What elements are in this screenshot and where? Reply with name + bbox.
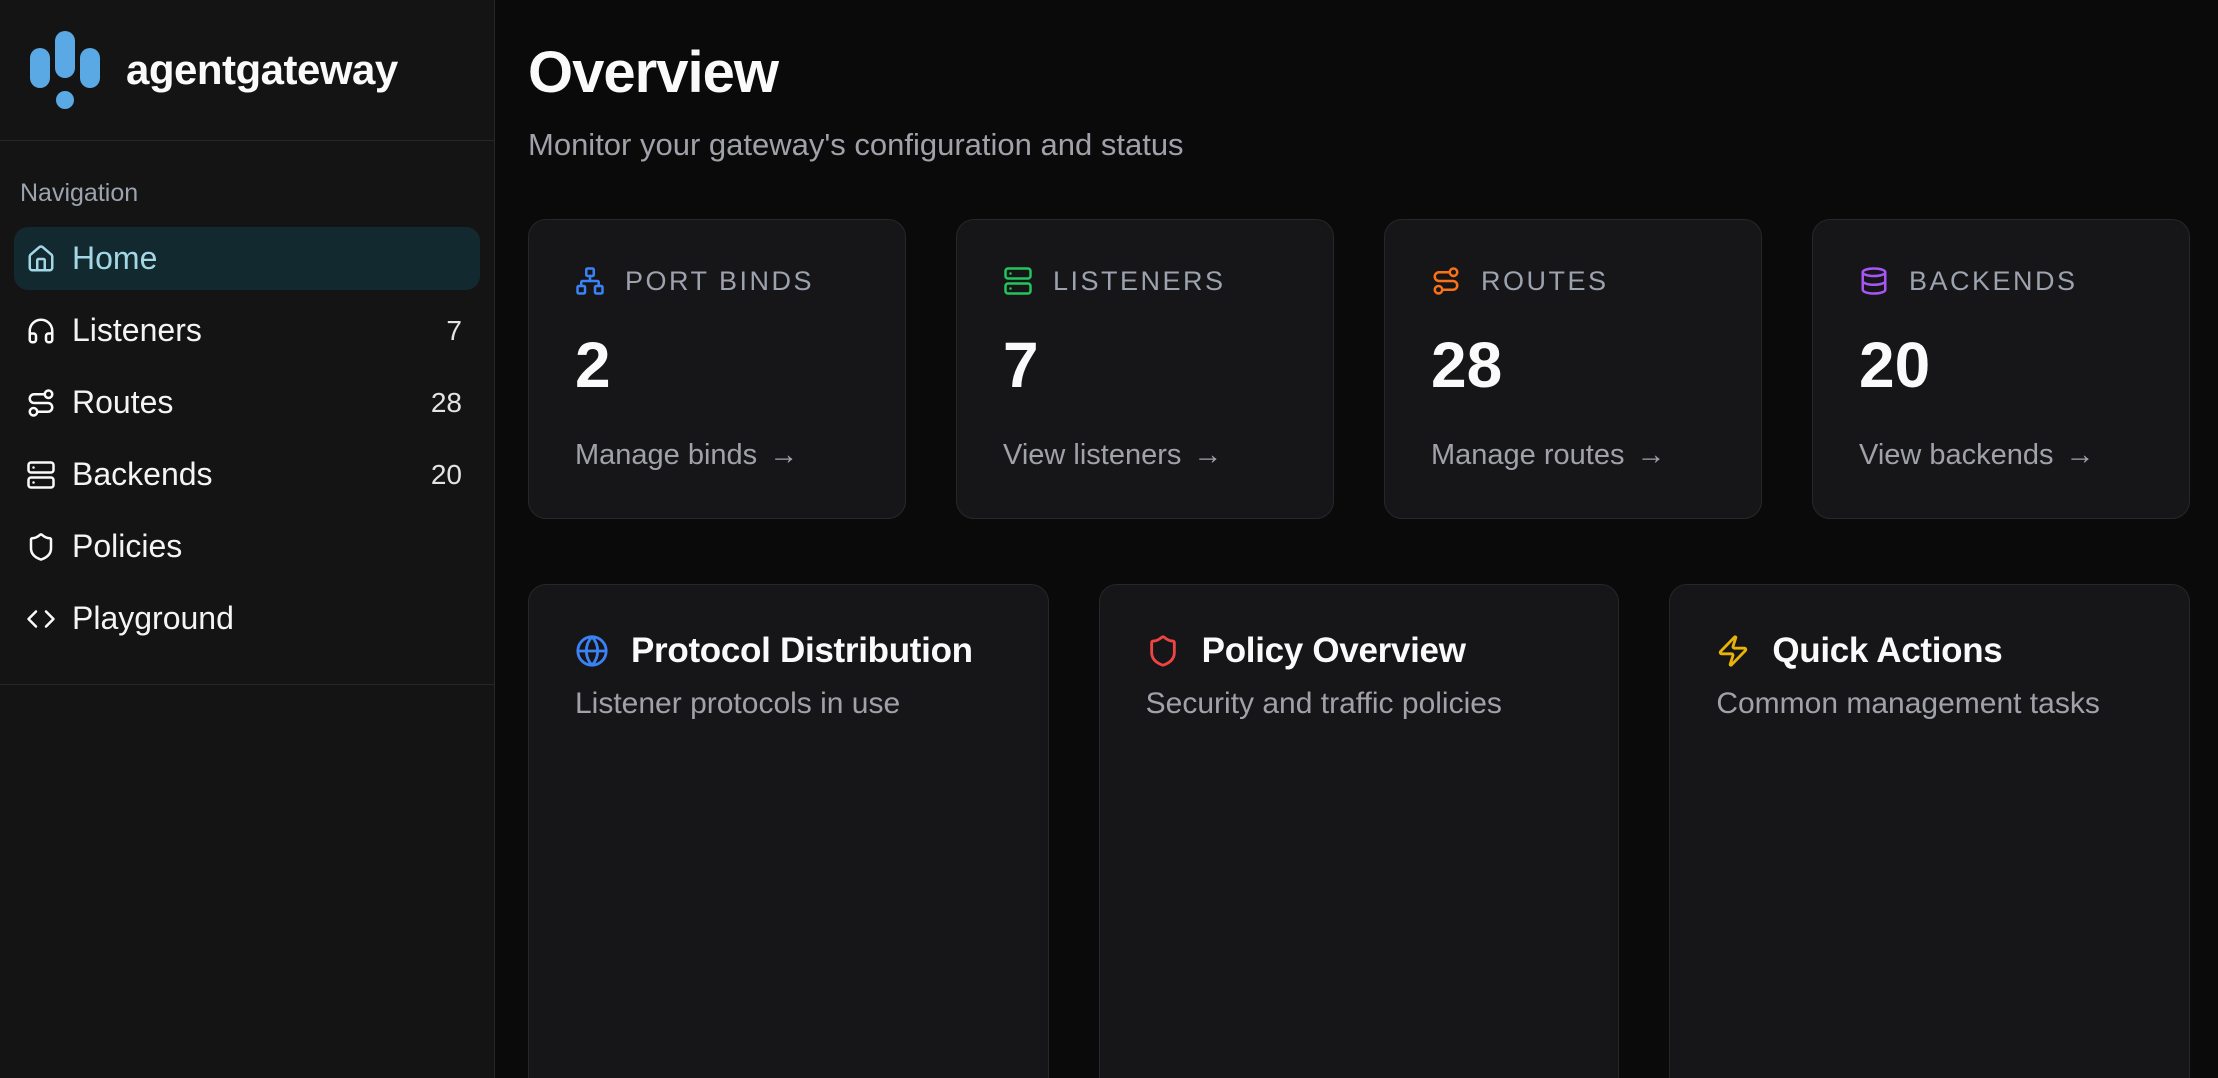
- panel-header: Quick Actions: [1716, 631, 2143, 671]
- stat-card-value: 2: [575, 328, 611, 401]
- nav-items: Home Listeners 7 Routes 28 Backends 20 Policies…: [14, 227, 480, 650]
- panels-grid: Protocol Distribution Listener protocols …: [528, 583, 2190, 1078]
- sidebar-item-label: Backends: [72, 456, 213, 492]
- sidebar-divider: [0, 684, 494, 685]
- panel-header: Protocol Distribution: [575, 631, 1002, 671]
- stat-card-link-view-backends[interactable]: View backends →: [1859, 439, 2143, 472]
- headphones-icon: [26, 316, 56, 346]
- page-title: Overview: [528, 40, 779, 105]
- nav-section-label: Navigation: [20, 179, 139, 207]
- panel-header: Policy Overview: [1146, 631, 1573, 671]
- arrow-right-icon: →: [2065, 438, 2095, 471]
- brand-name: agentgateway: [126, 46, 398, 93]
- sidebar-nav: Navigation Home Listeners 7 Routes 28 Backend…: [0, 141, 494, 684]
- sidebar-item-playground[interactable]: Playground: [14, 587, 480, 650]
- zap-icon: [1716, 634, 1750, 668]
- panel-policy-overview: Policy Overview Security and traffic poli…: [1098, 583, 1620, 1078]
- stat-card-link-label: Manage binds: [575, 438, 758, 471]
- panel-title: Quick Actions: [1772, 630, 2003, 670]
- stat-card-label: BACKENDS: [1909, 265, 2078, 296]
- shield-icon: [1146, 634, 1180, 668]
- route-icon: [1431, 266, 1461, 296]
- stat-card-link-label: View backends: [1859, 438, 2054, 471]
- home-icon: [26, 244, 56, 274]
- stat-card-backends: BACKENDS 20 View backends →: [1812, 218, 2190, 519]
- sidebar-item-label: Playground: [72, 600, 234, 636]
- stat-card-value: 28: [1431, 328, 1503, 401]
- stat-card-header: BACKENDS: [1859, 266, 2143, 297]
- panel-quick-actions: Quick Actions Common management tasks: [1669, 583, 2190, 1078]
- sidebar-item-home[interactable]: Home: [14, 227, 480, 290]
- sidebar-item-backends[interactable]: Backends 20: [14, 443, 480, 506]
- arrow-right-icon: →: [1193, 438, 1223, 471]
- stat-card-header: PORT BINDS: [575, 266, 859, 297]
- stat-card-value: 7: [1003, 328, 1039, 401]
- network-icon: [575, 266, 605, 296]
- shield-icon: [26, 532, 56, 562]
- stat-card-port-binds: PORT BINDS 2 Manage binds →: [528, 218, 906, 519]
- arrow-right-icon: →: [769, 438, 799, 471]
- stat-card-label: PORT BINDS: [625, 265, 815, 296]
- main-content: Overview Monitor your gateway's configur…: [495, 0, 2218, 1078]
- page-subtitle: Monitor your gateway's configuration and…: [528, 126, 1184, 162]
- sidebar-item-label: Routes: [72, 384, 174, 420]
- stat-card-link-manage-routes[interactable]: Manage routes →: [1431, 439, 1715, 472]
- stat-card-listeners: LISTENERS 7 View listeners →: [956, 218, 1334, 519]
- stat-card-link-manage-binds[interactable]: Manage binds →: [575, 439, 859, 472]
- server-icon: [1003, 266, 1033, 296]
- database-icon: [1859, 266, 1889, 296]
- sidebar-item-label: Listeners: [72, 312, 202, 348]
- panel-subtitle: Security and traffic policies: [1145, 686, 1502, 720]
- code-icon: [26, 604, 56, 634]
- globe-icon: [575, 634, 609, 668]
- sidebar-item-count: 20: [430, 458, 462, 490]
- panel-title: Policy Overview: [1201, 630, 1466, 670]
- panel-subtitle: Common management tasks: [1716, 686, 2100, 720]
- sidebar-item-count: 7: [446, 314, 462, 346]
- stat-card-link-view-listeners[interactable]: View listeners →: [1003, 439, 1287, 472]
- stat-card-link-label: Manage routes: [1431, 438, 1625, 471]
- panel-subtitle: Listener protocols in use: [575, 686, 901, 720]
- sidebar-item-listeners[interactable]: Listeners 7: [14, 299, 480, 362]
- sidebar-item-policies[interactable]: Policies: [14, 515, 480, 578]
- stat-card-link-label: View listeners: [1003, 438, 1182, 471]
- stat-card-routes: ROUTES 28 Manage routes →: [1384, 218, 1762, 519]
- stats-grid: PORT BINDS 2 Manage binds → LISTENERS 7 View l…: [528, 218, 2190, 519]
- sidebar-item-count: 28: [430, 386, 462, 418]
- server-icon: [26, 460, 56, 490]
- sidebar-item-label: Home: [72, 240, 158, 276]
- sidebar-item-label: Policies: [72, 528, 183, 564]
- stat-card-label: ROUTES: [1481, 265, 1609, 296]
- stat-card-value: 20: [1859, 328, 1931, 401]
- stat-card-header: ROUTES: [1431, 266, 1715, 297]
- sidebar: agentgateway Navigation Home Listeners 7 Ro…: [0, 0, 495, 1078]
- panel-title: Protocol Distribution: [631, 630, 973, 670]
- panel-protocol-distribution: Protocol Distribution Listener protocols …: [528, 583, 1049, 1078]
- sidebar-item-routes[interactable]: Routes 28: [14, 371, 480, 434]
- agentgateway-logo-icon: [30, 31, 100, 109]
- stat-card-label: LISTENERS: [1053, 265, 1226, 296]
- sidebar-header: agentgateway: [0, 0, 494, 141]
- arrow-right-icon: →: [1636, 438, 1666, 471]
- route-icon: [26, 388, 56, 418]
- stat-card-header: LISTENERS: [1003, 266, 1287, 297]
